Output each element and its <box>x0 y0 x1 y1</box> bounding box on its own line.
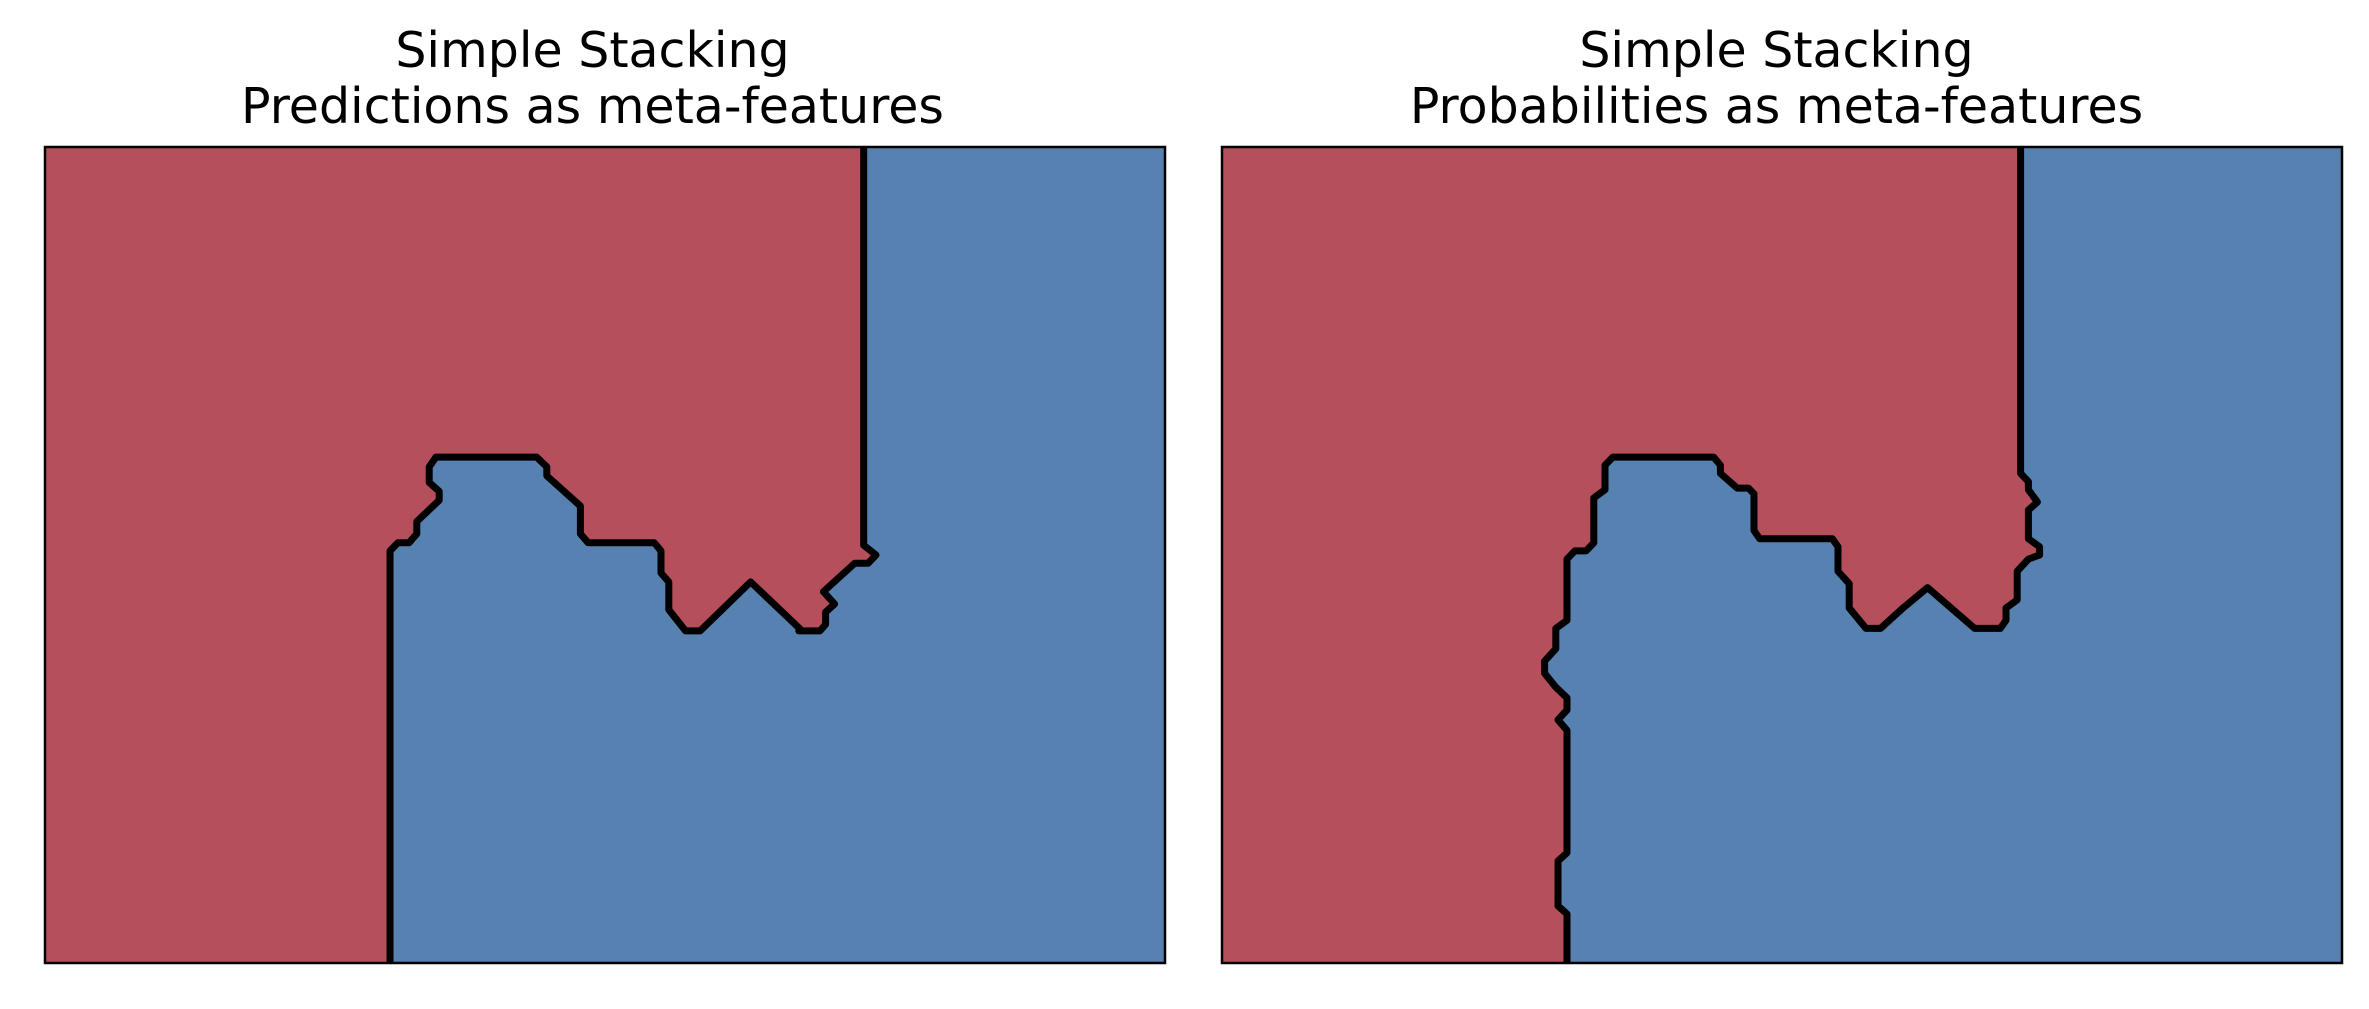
decision-boundary-line <box>1541 147 2044 963</box>
class-region-red <box>1222 147 2040 963</box>
chart-title-line-1: Simple Stacking <box>395 22 790 79</box>
chart-subtitle: Probabilities as meta-features <box>1409 78 2144 135</box>
chart-title-line-1: Simple Stacking <box>1579 22 1974 79</box>
chart-panel-predictions: Simple Stacking Predictions as meta-feat… <box>43 22 1167 965</box>
axes-frame <box>1220 145 2344 965</box>
class-region-red <box>45 147 876 963</box>
chart-subtitle: Predictions as meta-features <box>241 78 944 135</box>
decision-boundary-plot <box>43 145 1167 965</box>
decision-boundary-plot <box>1220 145 2344 965</box>
chart-panel-probabilities: Simple Stacking Probabilities as meta-fe… <box>1184 0 2369 1009</box>
axes-frame <box>43 145 1167 965</box>
decision-boundary-line <box>386 147 880 963</box>
